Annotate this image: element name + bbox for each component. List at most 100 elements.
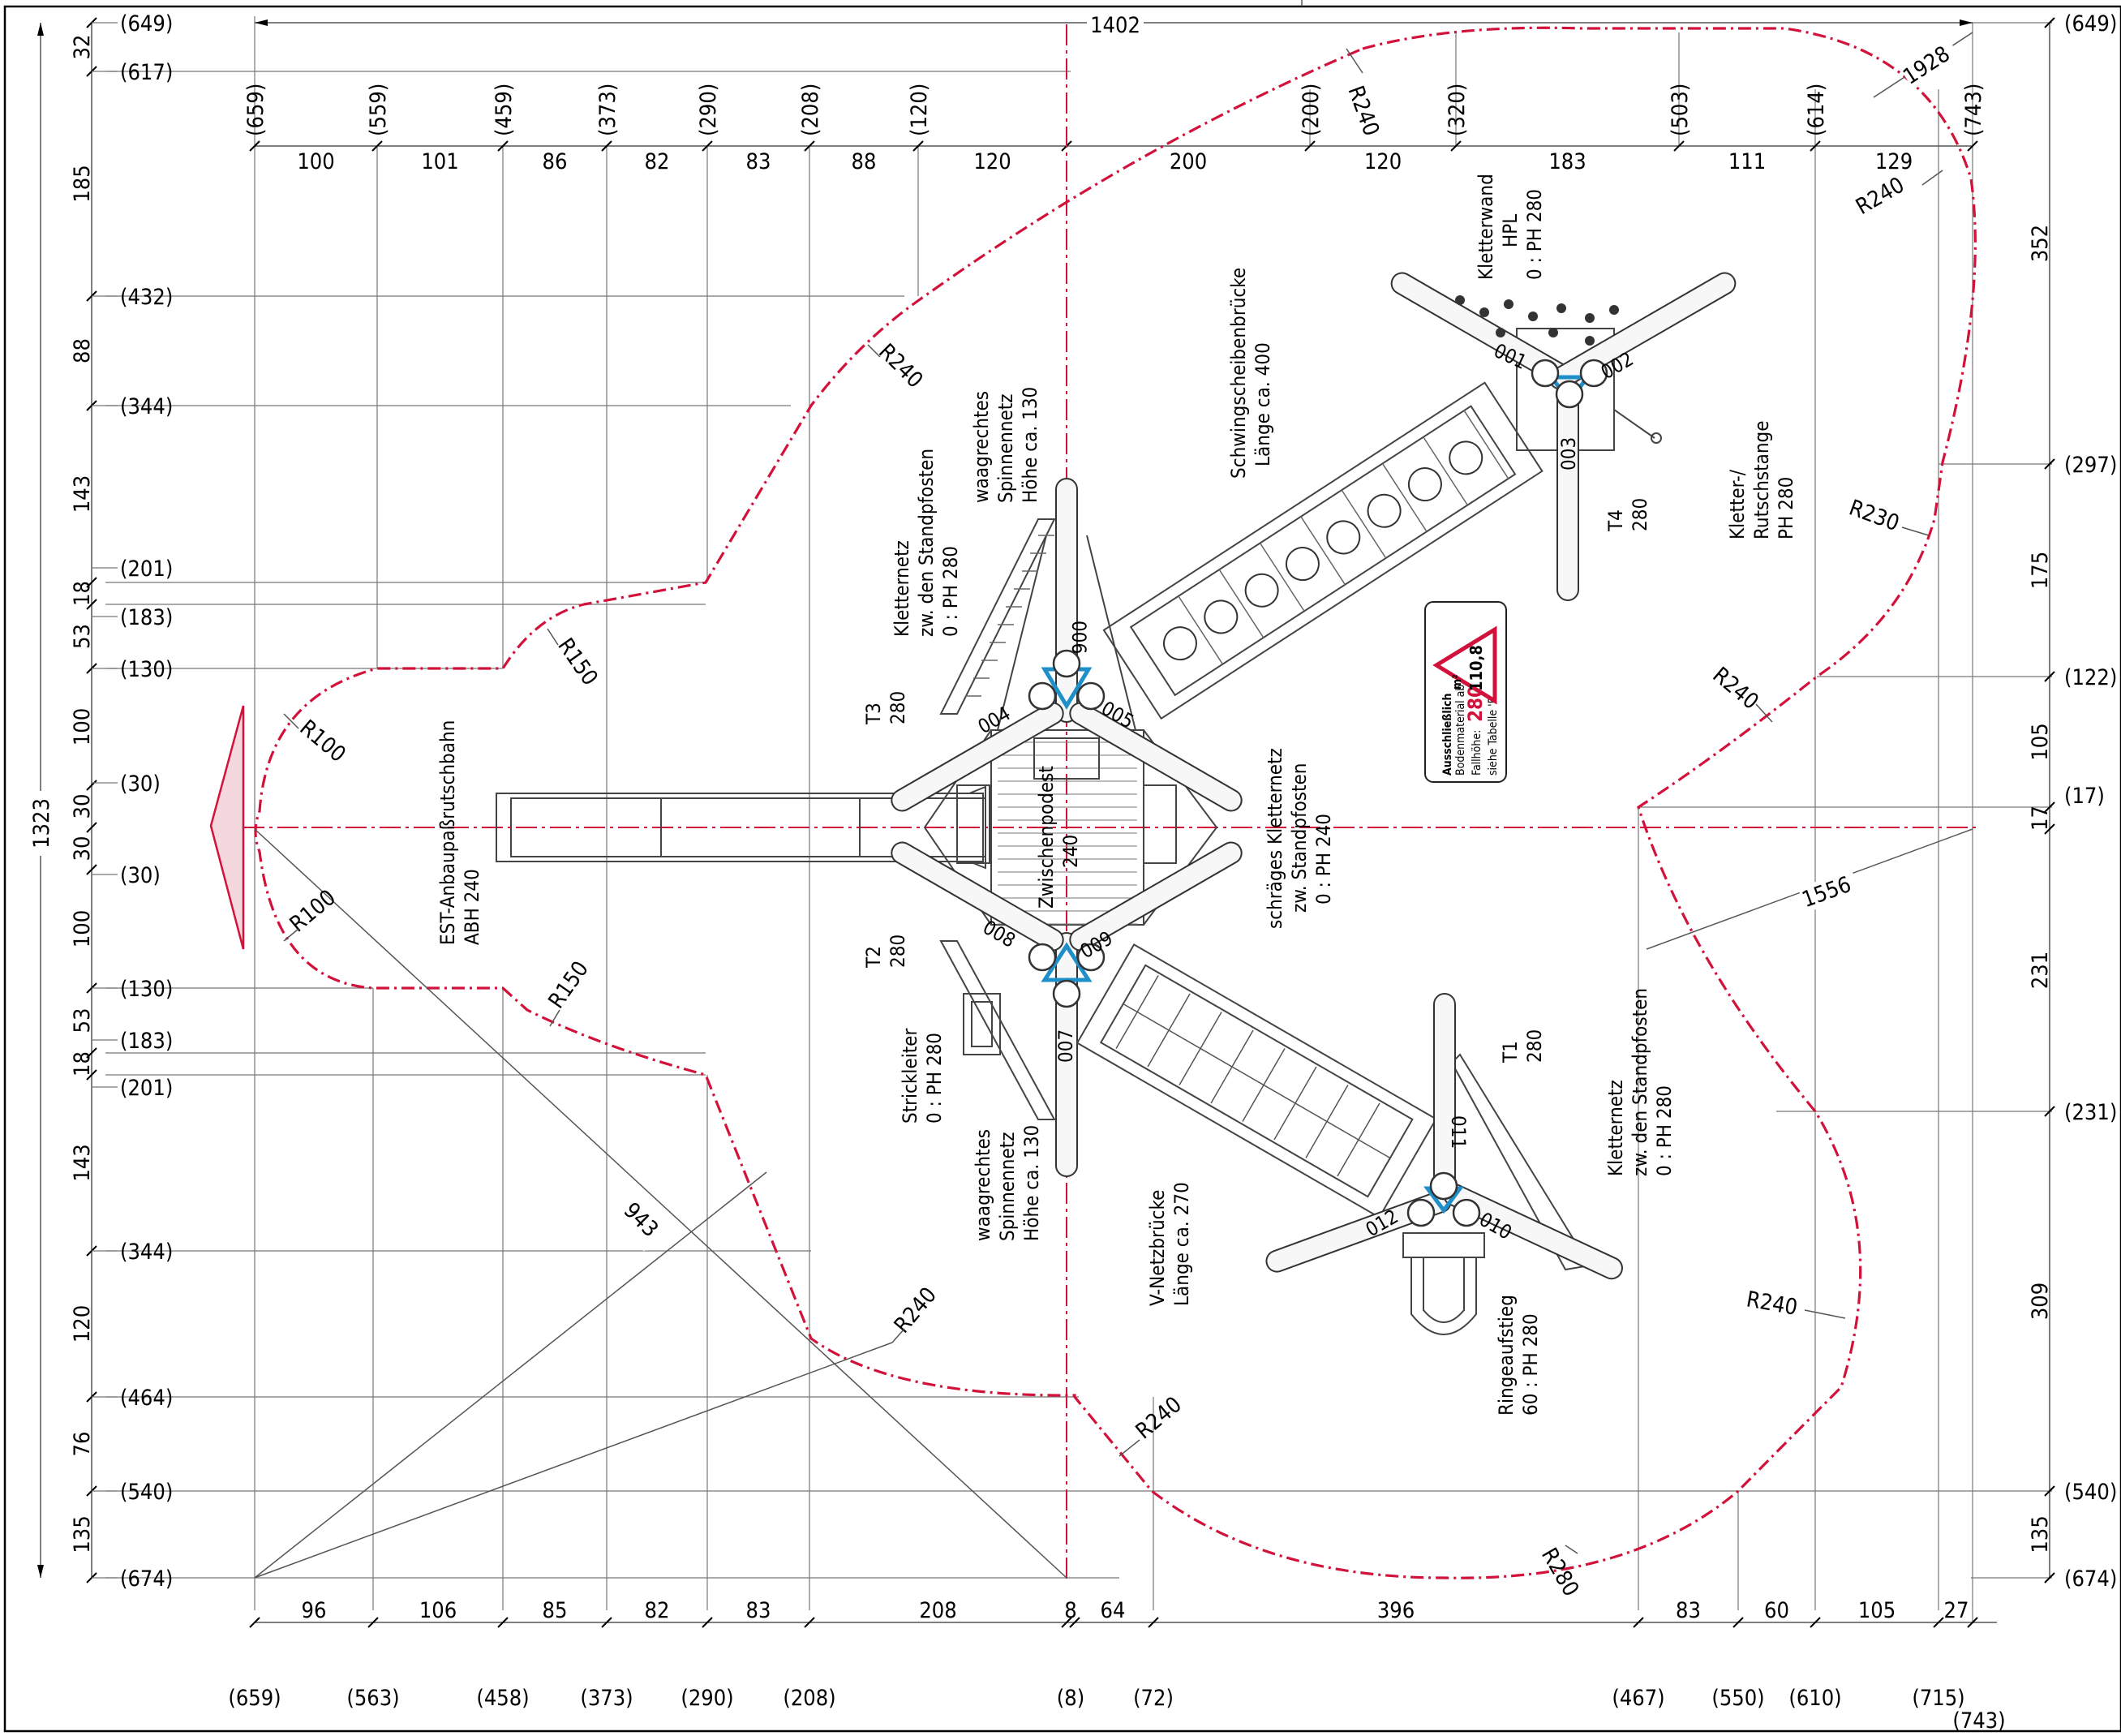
left-coord-1: (617): [120, 60, 173, 85]
right-dim-0: 352: [2028, 225, 2053, 262]
right-coord-2: (122): [2064, 665, 2117, 690]
left-coord-6: (130): [120, 657, 173, 682]
bottom-coord-7: (72): [1133, 1686, 1174, 1711]
radius-r100-upper: R100: [295, 715, 350, 767]
bottom-dim-2: 85: [543, 1598, 568, 1623]
label-t4: T4280: [1604, 498, 1651, 532]
label-rope-ladder: Strickleiter0 : PH 280: [899, 1029, 946, 1124]
drawing-frame: [3, 5, 2121, 1733]
bottom-coord-8: (467): [1612, 1686, 1664, 1711]
bottom-dim-6: 8: [1064, 1598, 1076, 1623]
entrance-marker: [209, 705, 245, 950]
tower-t2: [891, 841, 1243, 1177]
top-dim-3: 82: [645, 149, 670, 174]
bottom-dim-4: 83: [746, 1598, 771, 1623]
top-dim-9: 183: [1548, 149, 1586, 174]
top-coord-7: (200): [1299, 84, 1324, 136]
top-coord-9: (503): [1668, 84, 1693, 136]
swing-disc-bridge: [1102, 381, 1544, 720]
bottom-dim-3: 82: [645, 1598, 670, 1623]
top-dim-10: 111: [1728, 149, 1766, 174]
left-coord-14: (540): [120, 1480, 173, 1505]
label-slide: EST-AnbaupaßrutschbahnABH 240: [436, 720, 483, 945]
bottom-coord-6: (8): [1057, 1686, 1084, 1711]
bottom-coord-11: (715): [1912, 1686, 1964, 1711]
label-climbing-net-lower: Kletternetzzw. den Standpfosten0 : PH 28…: [1604, 988, 1676, 1176]
left-coord-11: (201): [120, 1076, 173, 1101]
bottom-coord-2: (458): [476, 1686, 529, 1711]
top-coord-2: (459): [492, 84, 517, 136]
radius-r240-top: R240: [1342, 83, 1384, 140]
bottom-dimension-values: 96 106 85 82 83 208 8 64 396 83 60 105 27: [302, 1598, 1969, 1623]
left-dim-15: 135: [70, 1515, 95, 1553]
top-coord-5: (208): [798, 84, 823, 136]
left-dim-5: 53: [70, 624, 95, 649]
top-coord-4: (290): [696, 84, 721, 136]
bottom-coord-1: (563): [346, 1686, 399, 1711]
radius-r230: R230: [1846, 495, 1903, 536]
left-dim-9: 100: [70, 910, 95, 947]
bottom-dim-11: 105: [1858, 1598, 1896, 1623]
left-coord-15: (674): [120, 1566, 173, 1592]
top-coordinate-labels: (659) (559) (459) (373) (290) (208) (120) (200)…: [243, 84, 1986, 136]
bottom-dim-10: 60: [1764, 1598, 1789, 1623]
equipment-labels: EST-AnbaupaßrutschbahnABH 240 Zwischenpo…: [436, 174, 1797, 1416]
tower-t4: [1390, 272, 1737, 601]
label-swing-bridge: SchwingscheibenbrückeLänge ca. 400: [1227, 268, 1274, 479]
left-coord-12: (344): [120, 1240, 173, 1265]
top-dimension-chain: 1402: [249, 13, 1978, 152]
left-coord-3: (344): [120, 394, 173, 419]
right-dimension-values: 352 175 105 17 231 309 135: [2028, 225, 2053, 1553]
right-dim-5: 309: [2028, 1283, 2053, 1320]
label-sloped-net: schräges Kletternetzzw. Standpfosten0 : …: [1264, 748, 1335, 929]
left-coord-0: (649): [120, 11, 173, 37]
top-coord-8: (320): [1445, 84, 1470, 136]
badge-area-unit: m²: [1451, 674, 1464, 690]
badge-area-value: 110,8: [1466, 645, 1486, 691]
top-dim-6: 120: [973, 149, 1011, 174]
left-dimension-values: 32 185 88 143 18 53 100 30 30 100 53 18 143 120 76 135: [70, 35, 95, 1553]
top-dim-11: 129: [1875, 149, 1913, 174]
bottom-coord-4: (290): [681, 1686, 733, 1711]
badge-line-2: Bodenmaterial ab: [1454, 685, 1467, 776]
right-dimension-chain: [2044, 17, 2055, 1583]
label-climbing-net-upper: Kletternetzzw. den Standpfosten0 : PH 28…: [891, 449, 962, 637]
right-dim-2: 105: [2028, 723, 2053, 760]
label-spider-net-lower: waagrechtesSpinnennetzHöhe ca. 130: [972, 1125, 1043, 1241]
bottom-dim-0: 96: [302, 1598, 327, 1623]
left-dim-4: 18: [70, 581, 95, 606]
safety-area-outline: [254, 26, 1977, 1579]
left-dim-3: 143: [70, 475, 95, 513]
right-dim-3: 17: [2028, 806, 2053, 831]
bottom-coord-3: (373): [580, 1686, 633, 1711]
left-dim-10: 53: [70, 1008, 95, 1033]
left-coord-7: (30): [120, 771, 161, 797]
badge-line-1: Ausschließlich: [1441, 694, 1454, 776]
left-coord-2: (432): [120, 285, 173, 310]
left-dimension-chain: 1323: [23, 17, 97, 1583]
left-dim-13: 120: [70, 1305, 95, 1343]
top-dimension-values: 100 101 86 82 83 88 120 200 120 183 111 129: [297, 149, 1913, 174]
label-ring-ascent: Ringeaufstieg60 : PH 280: [1495, 1295, 1542, 1416]
right-dim-1: 175: [2028, 552, 2053, 589]
left-coord-5: (183): [120, 605, 173, 630]
radius-r240-lower-left: R240: [890, 1283, 942, 1338]
left-coord-4: (201): [120, 556, 173, 582]
left-dim-1: 185: [70, 165, 95, 202]
bottom-dim-12: 27: [1944, 1598, 1969, 1623]
left-dim-2: 88: [70, 338, 95, 363]
radius-r240-lower-right: R240: [1745, 1287, 1800, 1321]
left-coord-13: (464): [120, 1386, 173, 1411]
bottom-coord-5: (208): [783, 1686, 835, 1711]
post-003: 003: [1557, 437, 1580, 471]
top-dim-7: 200: [1170, 149, 1207, 174]
diagonal-dimension-lines: [254, 32, 1973, 1579]
left-dim-12: 143: [70, 1144, 95, 1181]
play-equipment: [496, 272, 1737, 1335]
bottom-dim-8: 396: [1377, 1598, 1415, 1623]
badge-warning-triangle: [1432, 625, 1497, 705]
radius-r240-upper-left: R240: [874, 339, 928, 393]
top-coord-6: (120): [907, 84, 932, 136]
slide-module: [496, 785, 986, 870]
